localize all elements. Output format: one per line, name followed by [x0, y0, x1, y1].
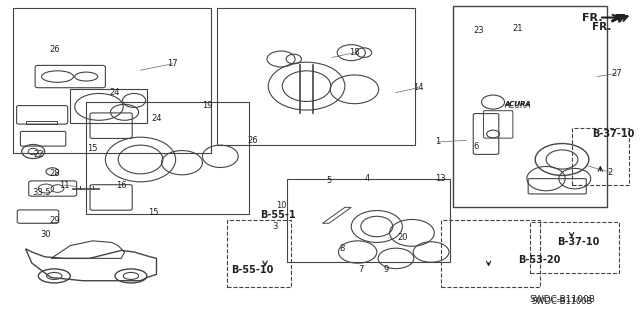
- Bar: [287, 179, 451, 262]
- Text: 6: 6: [473, 142, 479, 151]
- Text: 21: 21: [512, 24, 522, 33]
- Text: 24: 24: [109, 88, 120, 97]
- Text: 26: 26: [247, 136, 257, 145]
- Text: 23: 23: [474, 26, 484, 35]
- Text: 15: 15: [87, 144, 98, 153]
- Text: 30: 30: [41, 230, 51, 239]
- Text: B-55-1: B-55-1: [260, 210, 296, 220]
- Bar: [454, 6, 607, 207]
- Text: SWDC-B1100B: SWDC-B1100B: [531, 297, 593, 306]
- Bar: [86, 102, 249, 214]
- Text: 22: 22: [33, 150, 44, 159]
- Text: 3: 3: [272, 222, 277, 231]
- Text: 8: 8: [339, 244, 344, 253]
- Text: 1: 1: [435, 137, 440, 146]
- Text: 29: 29: [49, 216, 60, 225]
- Text: B-37-10: B-37-10: [592, 129, 634, 139]
- Text: 15: 15: [148, 208, 159, 217]
- Text: 27: 27: [611, 69, 621, 78]
- Text: 11: 11: [59, 181, 69, 189]
- Text: 2: 2: [607, 168, 612, 177]
- Text: B-37-10: B-37-10: [557, 237, 599, 248]
- Text: 24: 24: [151, 114, 162, 122]
- Bar: [530, 222, 620, 273]
- Text: 18: 18: [349, 48, 360, 57]
- Text: 14: 14: [413, 83, 424, 92]
- Bar: [227, 220, 291, 287]
- Text: 28: 28: [49, 169, 60, 178]
- Text: ACURA: ACURA: [504, 101, 531, 107]
- Text: 26: 26: [49, 45, 60, 54]
- Bar: [572, 128, 629, 185]
- Text: 4: 4: [365, 174, 370, 183]
- Text: 7: 7: [358, 265, 364, 274]
- Text: B-55-10: B-55-10: [231, 264, 273, 275]
- Text: 5: 5: [326, 176, 332, 185]
- Text: 13: 13: [435, 174, 446, 183]
- Text: 19: 19: [202, 101, 213, 110]
- Bar: [217, 8, 415, 145]
- Text: FR.: FR.: [582, 12, 602, 23]
- Bar: [13, 8, 211, 153]
- Text: 33.5: 33.5: [32, 189, 51, 197]
- Text: B-53-20: B-53-20: [518, 255, 561, 265]
- Text: 20: 20: [397, 233, 408, 242]
- Text: ACURA: ACURA: [504, 101, 531, 110]
- Text: FR.: FR.: [592, 22, 611, 32]
- Text: SWDC-B1100B: SWDC-B1100B: [529, 295, 595, 304]
- Text: 17: 17: [167, 59, 178, 68]
- Text: 9: 9: [384, 265, 389, 274]
- Bar: [441, 220, 540, 287]
- Bar: [26, 121, 58, 124]
- Text: 16: 16: [116, 181, 127, 189]
- Text: 10: 10: [276, 201, 286, 210]
